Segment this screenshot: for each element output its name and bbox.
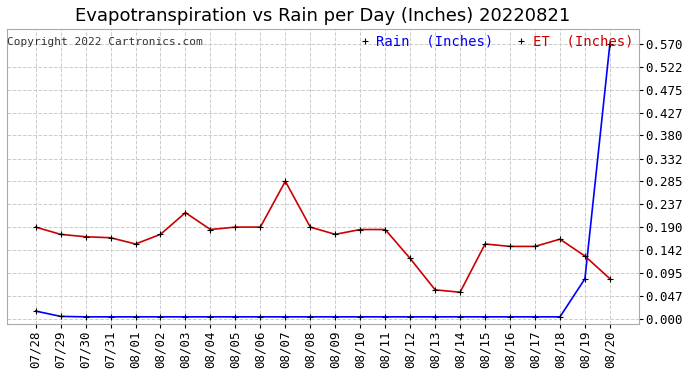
ET  (Inches) [506, 244, 514, 249]
Rain  (Inches) [306, 315, 315, 319]
ET  (Inches) [106, 236, 115, 240]
Rain  (Inches) [106, 315, 115, 319]
Text: Copyright 2022 Cartronics.com: Copyright 2022 Cartronics.com [7, 37, 203, 47]
ET  (Inches) [256, 225, 264, 230]
Rain  (Inches) [282, 315, 290, 319]
Rain  (Inches) [381, 315, 389, 319]
Rain  (Inches) [81, 315, 90, 319]
Rain  (Inches) [456, 315, 464, 319]
Rain  (Inches) [57, 314, 65, 319]
Rain  (Inches) [131, 315, 139, 319]
ET  (Inches) [581, 254, 589, 258]
ET  (Inches) [282, 179, 290, 183]
ET  (Inches) [406, 256, 414, 261]
Rain  (Inches) [481, 315, 489, 319]
Rain  (Inches) [606, 42, 614, 46]
ET  (Inches) [32, 225, 40, 230]
Rain  (Inches) [506, 315, 514, 319]
ET  (Inches) [381, 227, 389, 232]
ET  (Inches) [431, 288, 440, 292]
ET  (Inches) [456, 290, 464, 294]
ET  (Inches) [231, 225, 239, 230]
Rain  (Inches) [356, 315, 364, 319]
Legend: Rain  (Inches), ET  (Inches): Rain (Inches), ET (Inches) [359, 29, 639, 54]
ET  (Inches) [481, 242, 489, 246]
ET  (Inches) [356, 227, 364, 232]
Title: Evapotranspiration vs Rain per Day (Inches) 20220821: Evapotranspiration vs Rain per Day (Inch… [75, 7, 571, 25]
ET  (Inches) [556, 237, 564, 242]
Rain  (Inches) [157, 315, 165, 319]
ET  (Inches) [57, 232, 65, 237]
ET  (Inches) [181, 210, 190, 215]
Rain  (Inches) [231, 315, 239, 319]
ET  (Inches) [157, 232, 165, 237]
ET  (Inches) [206, 227, 215, 232]
ET  (Inches) [606, 276, 614, 281]
Rain  (Inches) [406, 315, 414, 319]
ET  (Inches) [531, 244, 539, 249]
Line: ET  (Inches): ET (Inches) [32, 178, 613, 296]
Rain  (Inches) [581, 276, 589, 281]
Rain  (Inches) [531, 315, 539, 319]
Rain  (Inches) [206, 315, 215, 319]
Rain  (Inches) [256, 315, 264, 319]
Rain  (Inches) [431, 315, 440, 319]
Rain  (Inches) [331, 315, 339, 319]
Rain  (Inches) [181, 315, 190, 319]
Rain  (Inches) [32, 309, 40, 314]
ET  (Inches) [131, 242, 139, 246]
Rain  (Inches) [556, 315, 564, 319]
Line: Rain  (Inches): Rain (Inches) [32, 40, 613, 320]
ET  (Inches) [306, 225, 315, 230]
ET  (Inches) [331, 232, 339, 237]
ET  (Inches) [81, 234, 90, 239]
